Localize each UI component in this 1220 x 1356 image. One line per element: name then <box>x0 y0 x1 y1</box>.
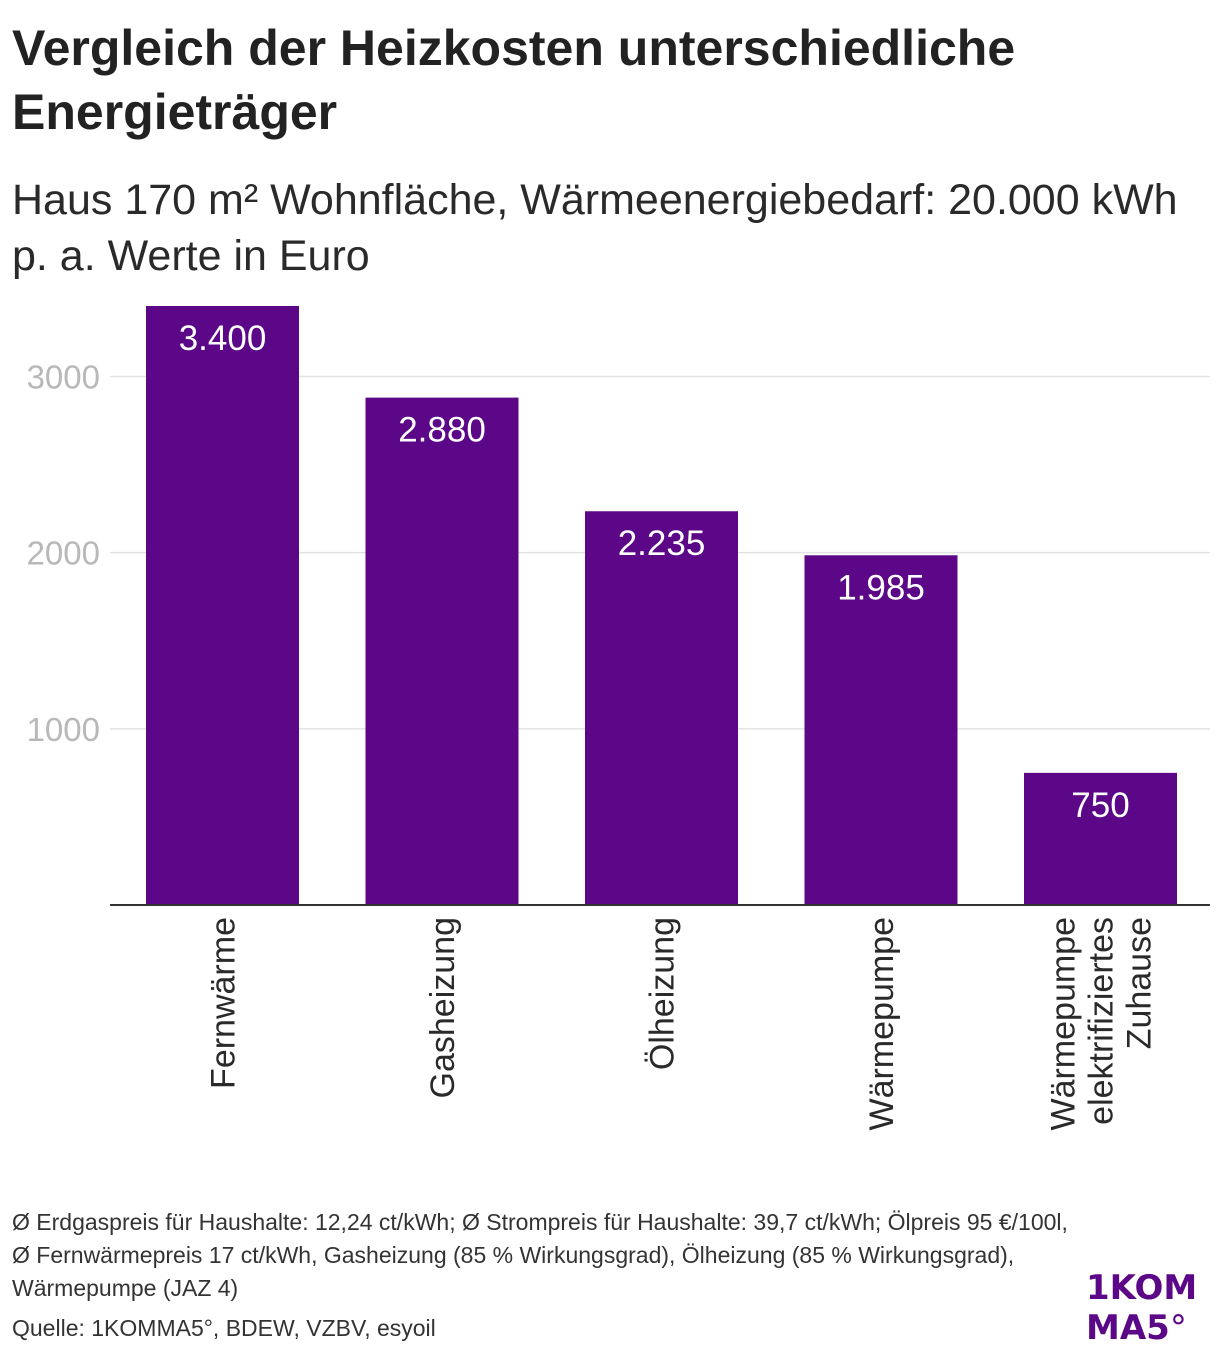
source-text: Quelle: 1KOMMA5°, BDEW, VZBV, esyoil <box>12 1315 436 1341</box>
bar-chart: 1000 2000 3000 3.400 Fernwärme 2.880 Gasheizun… <box>27 306 1210 1131</box>
x-category-label: Fernwärme <box>205 917 243 1089</box>
bar-value-label: 2.880 <box>398 411 486 450</box>
y-tick-label: 2000 <box>27 535 100 572</box>
bar <box>585 511 738 905</box>
bar <box>146 306 299 905</box>
y-tick-label: 1000 <box>27 711 100 748</box>
logo-line-2: MA5° <box>1086 1308 1210 1348</box>
logo-line-2-main: MA5 <box>1086 1308 1170 1348</box>
footnote-text: Ø Erdgaspreis für Haushalte: 12,24 ct/kW… <box>12 1209 1068 1301</box>
x-category-label: Zuhause <box>1121 917 1159 1049</box>
x-category-label: elektrifiziertes <box>1083 917 1121 1125</box>
x-category-label: Wärmepumpe <box>1045 917 1083 1131</box>
bar-value-label: 750 <box>1071 786 1129 825</box>
x-category-label: Ölheizung <box>644 917 682 1070</box>
bar-value-label: 3.400 <box>179 319 267 358</box>
bar <box>1024 772 1177 905</box>
x-category-label: Gasheizung <box>424 917 462 1098</box>
bar-value-label: 1.985 <box>837 568 925 607</box>
chart-subtitle: Haus 170 m² Wohnfläche, Wärmeenergiebeda… <box>12 176 1178 280</box>
brand-logo: 1KOM MA5° <box>1086 1268 1210 1348</box>
chart-title: Vergleich der Heizkosten unterschiedlich… <box>12 20 1016 140</box>
bar-value-label: 2.235 <box>618 524 706 563</box>
bar <box>365 397 519 905</box>
logo-degree: ° <box>1169 1308 1187 1348</box>
x-category-label: Wärmepumpe <box>863 917 901 1131</box>
y-tick-label: 3000 <box>27 358 100 395</box>
bar <box>804 555 958 905</box>
logo-line-1: 1KOM <box>1086 1268 1198 1308</box>
